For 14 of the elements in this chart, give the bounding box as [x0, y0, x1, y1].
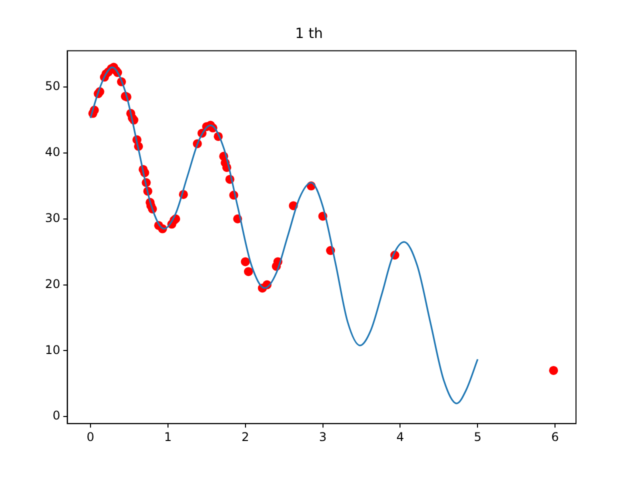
y-tick-label: 10: [44, 342, 60, 357]
y-tick-label: 20: [44, 276, 60, 291]
x-tick-label: 0: [86, 430, 94, 444]
y-tick-label: 50: [44, 79, 60, 94]
y-tick-label: 30: [44, 211, 60, 225]
x-tick-label: 2: [242, 430, 250, 444]
y-tick-label: 40: [44, 145, 60, 160]
x-tick-label: 6: [551, 430, 559, 444]
x-tick-label: 5: [474, 430, 482, 444]
y-tick-label: 0: [52, 408, 60, 423]
x-tick-label: 3: [318, 430, 327, 444]
chart-title: 1 th: [295, 26, 323, 42]
x-tick-label: 4: [396, 430, 404, 444]
x-tick-label: 1: [164, 430, 172, 444]
